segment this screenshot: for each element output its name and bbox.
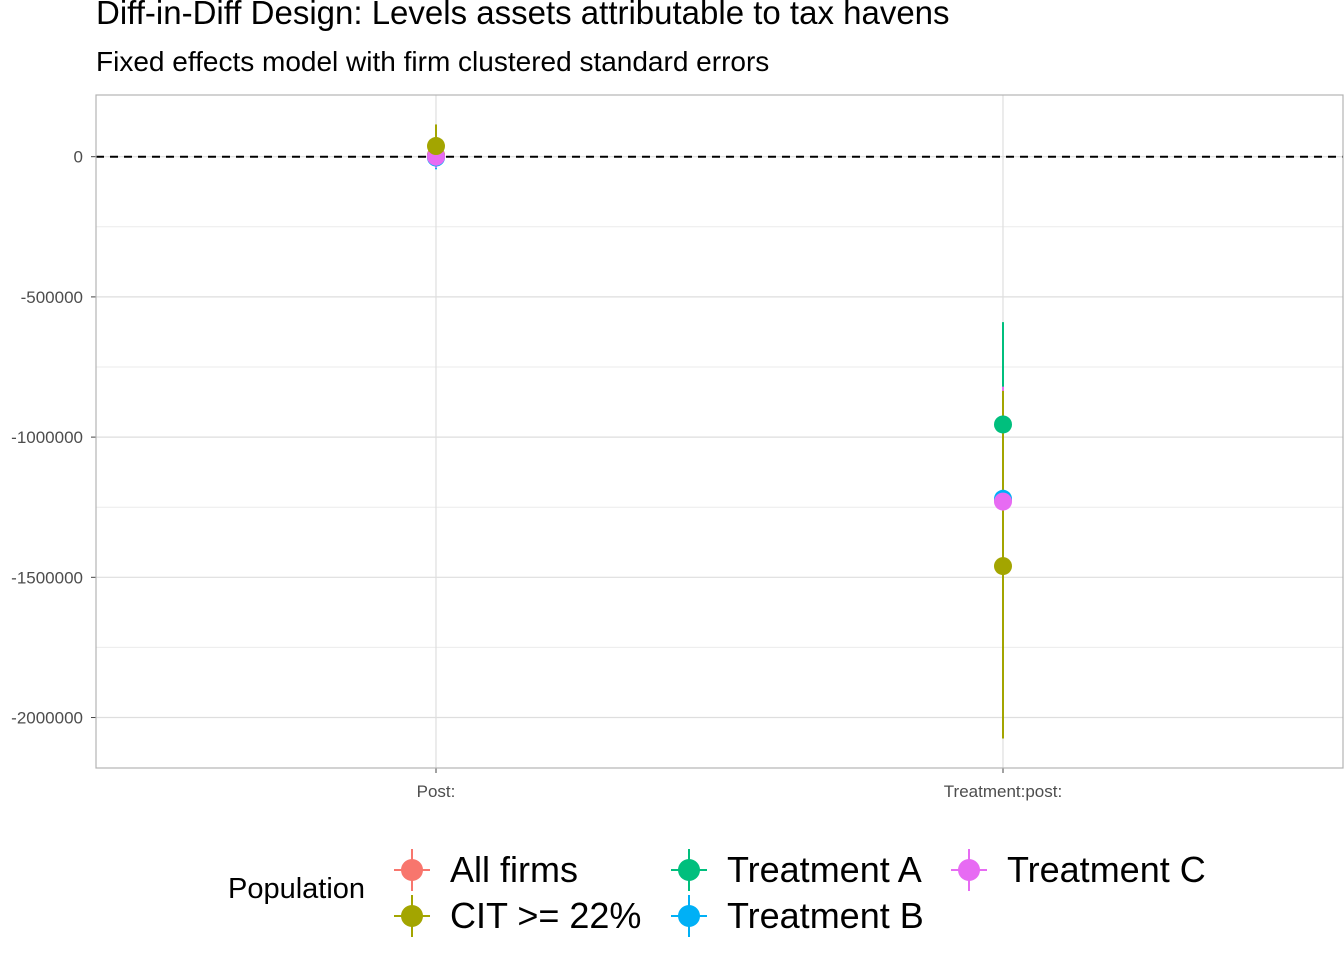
legend-key-icon [670,893,708,939]
legend-key-icon [670,847,708,893]
data-point [994,492,1012,511]
data-point [427,137,445,156]
x-tick-label: Treatment:post: [944,782,1062,801]
legend-title: Population [228,873,366,905]
data-point [994,557,1012,576]
y-tick-label: -1500000 [11,568,83,587]
legend-key-icon [393,893,431,939]
chart-title: Diff-in-Diff Design: Levels assets attri… [96,0,950,31]
panel-border [95,94,1344,769]
legend-item: Treatment A [670,847,922,893]
y-tick-label: -500000 [21,288,83,307]
y-tick-label: 0 [74,148,83,167]
legend-key-icon [393,847,431,893]
x-tick-label: Post: [417,782,456,801]
legend-label: CIT >= 22% [450,895,642,936]
legend-item: All firms [393,847,578,893]
legend-label: All firms [450,849,578,890]
legend-key-icon [950,847,988,893]
legend-label: Treatment A [727,849,922,890]
legend-item: Treatment C [950,847,1206,893]
legend-item: CIT >= 22% [393,893,641,939]
legend-item: Treatment B [670,893,924,939]
y-tick-label: -2000000 [11,709,83,728]
legend-label: Treatment B [727,895,924,936]
data-point [994,415,1012,434]
legend-label: Treatment C [1007,849,1206,890]
chart-subtitle: Fixed effects model with firm clustered … [96,46,770,77]
y-tick-label: -1000000 [11,428,83,447]
